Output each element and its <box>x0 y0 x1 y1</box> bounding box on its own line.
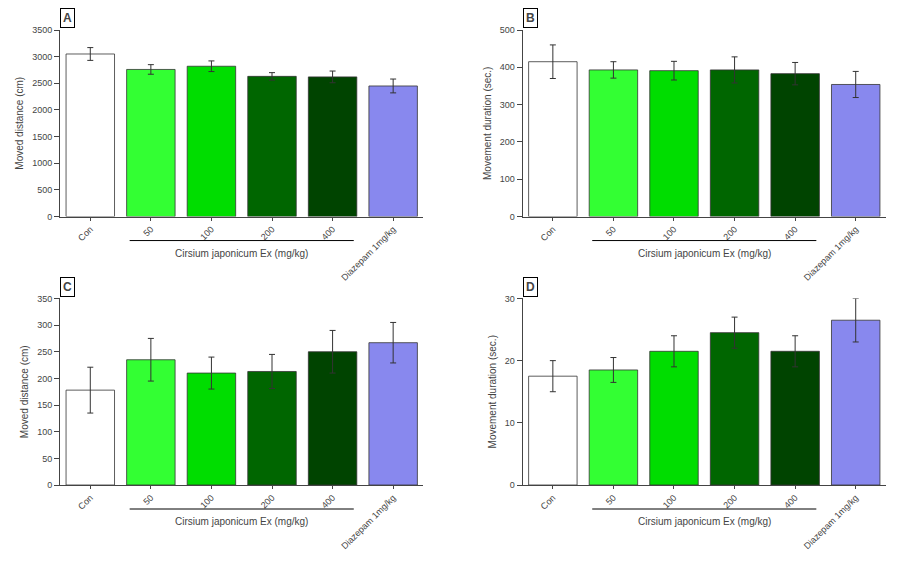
svg-text:300: 300 <box>500 100 515 110</box>
svg-text:200: 200 <box>259 224 277 242</box>
svg-text:50: 50 <box>141 224 155 238</box>
svg-text:3000: 3000 <box>32 52 52 62</box>
svg-text:400: 400 <box>319 224 337 242</box>
svg-text:100: 100 <box>500 174 515 184</box>
svg-text:Diazepam 1mg/kg: Diazepam 1mg/kg <box>802 224 860 282</box>
svg-text:500: 500 <box>500 25 515 35</box>
svg-text:D: D <box>526 280 535 294</box>
svg-text:Cirsium japonicum Ex (mg/kg): Cirsium japonicum Ex (mg/kg) <box>638 516 771 527</box>
svg-text:200: 200 <box>721 493 739 511</box>
svg-text:2000: 2000 <box>32 105 52 115</box>
svg-text:Cirsium japonicum Ex (mg/kg): Cirsium japonicum Ex (mg/kg) <box>638 248 771 259</box>
svg-text:200: 200 <box>500 137 515 147</box>
svg-text:400: 400 <box>500 62 515 72</box>
svg-text:400: 400 <box>782 493 800 511</box>
svg-text:500: 500 <box>37 185 52 195</box>
svg-text:C: C <box>63 280 72 294</box>
svg-text:100: 100 <box>661 224 679 242</box>
svg-text:400: 400 <box>782 224 800 242</box>
svg-text:100: 100 <box>198 224 216 242</box>
svg-text:Con: Con <box>539 493 558 512</box>
svg-text:1500: 1500 <box>32 132 52 142</box>
svg-text:Diazepam 1mg/kg: Diazepam 1mg/kg <box>339 493 397 551</box>
svg-text:0: 0 <box>47 212 52 222</box>
svg-text:Con: Con <box>76 493 95 512</box>
svg-text:300: 300 <box>37 320 52 330</box>
svg-text:350: 350 <box>37 294 52 304</box>
svg-text:Movement duration (sec.): Movement duration (sec.) <box>482 67 493 180</box>
svg-text:Cirsium japonicum Ex (mg/kg): Cirsium japonicum Ex (mg/kg) <box>175 248 308 259</box>
svg-text:Con: Con <box>76 224 95 243</box>
svg-text:100: 100 <box>198 493 216 511</box>
svg-text:B: B <box>526 11 535 25</box>
svg-text:100: 100 <box>37 427 52 437</box>
svg-text:3500: 3500 <box>32 25 52 35</box>
svg-text:200: 200 <box>721 224 739 242</box>
svg-text:0: 0 <box>510 212 515 222</box>
svg-text:Diazepam 1mg/kg: Diazepam 1mg/kg <box>802 493 860 551</box>
svg-text:400: 400 <box>319 493 337 511</box>
svg-text:10: 10 <box>505 418 515 428</box>
svg-text:0: 0 <box>47 480 52 490</box>
svg-text:50: 50 <box>42 454 52 464</box>
svg-text:0: 0 <box>510 480 515 490</box>
svg-text:1000: 1000 <box>32 158 52 168</box>
svg-text:Moved distance (cm): Moved distance (cm) <box>19 345 30 438</box>
svg-text:Con: Con <box>539 224 558 243</box>
svg-text:2500: 2500 <box>32 78 52 88</box>
svg-text:Cirsium japonicum Ex (mg/kg): Cirsium japonicum Ex (mg/kg) <box>175 516 308 527</box>
svg-text:50: 50 <box>604 493 618 507</box>
svg-text:200: 200 <box>37 374 52 384</box>
svg-text:250: 250 <box>37 347 52 357</box>
svg-text:200: 200 <box>259 493 277 511</box>
svg-text:50: 50 <box>604 224 618 238</box>
svg-text:Moved distance (cm): Moved distance (cm) <box>14 77 25 170</box>
svg-text:20: 20 <box>505 356 515 366</box>
svg-text:100: 100 <box>661 493 679 511</box>
svg-text:A: A <box>63 11 72 25</box>
svg-text:50: 50 <box>141 493 155 507</box>
svg-text:30: 30 <box>505 294 515 304</box>
svg-text:Movement duration (sec.): Movement duration (sec.) <box>487 335 498 448</box>
svg-text:150: 150 <box>37 400 52 410</box>
svg-text:Diazepam 1mg/kg: Diazepam 1mg/kg <box>339 224 397 282</box>
